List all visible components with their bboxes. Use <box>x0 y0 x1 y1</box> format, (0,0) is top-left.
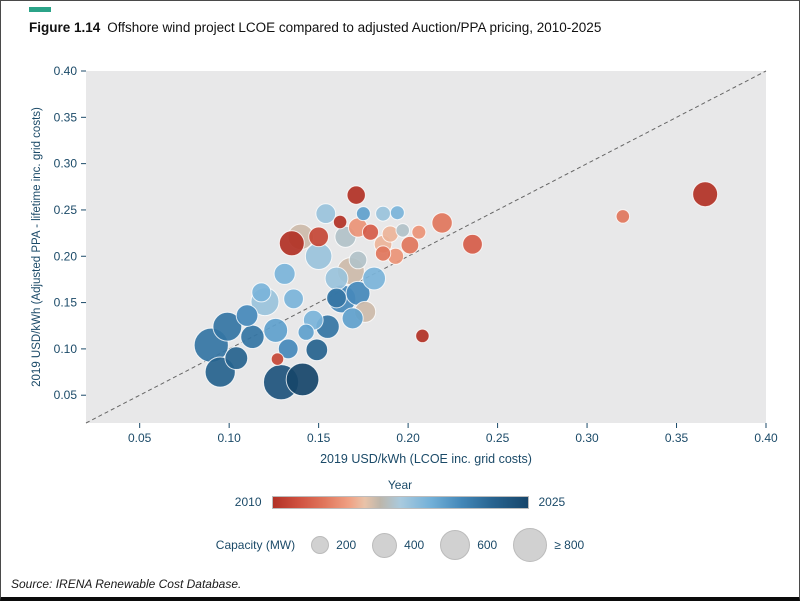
capacity-size-label: 600 <box>477 538 498 552</box>
data-point <box>270 352 285 366</box>
data-point <box>362 266 387 291</box>
data-point <box>411 224 427 240</box>
data-point <box>348 250 368 270</box>
data-point <box>374 245 392 262</box>
y-tick-label: 0.15 <box>54 296 78 310</box>
capacity-legend-item: ≥ 800 <box>513 528 584 562</box>
capacity-legend-item: 400 <box>372 532 425 558</box>
data-point <box>346 185 366 205</box>
scatter-plot: 0.05 0.10 0.15 0.20 0.25 0.30 0.35 0.40 0.05 0.10… <box>54 64 778 445</box>
capacity-legend-items: 200 400 600 ≥ 800 <box>311 528 584 562</box>
capacity-legend-label: Capacity (MW) <box>215 538 296 552</box>
y-tick-label: 0.05 <box>54 388 78 402</box>
x-axis-title: 2019 USD/kWh (LCOE inc. grid costs) <box>320 452 532 466</box>
data-point <box>361 223 380 241</box>
data-point <box>355 206 371 222</box>
data-point <box>315 203 337 225</box>
data-point <box>278 230 305 257</box>
capacity-circle-icon <box>372 532 398 558</box>
capacity-size-label: 200 <box>336 538 357 552</box>
data-point <box>297 323 315 341</box>
figure-caption: Figure 1.14 Offshore wind project LCOE co… <box>29 20 601 35</box>
figure-label: Figure 1.14 <box>29 20 101 35</box>
plot-area: 0.05 0.10 0.15 0.20 0.25 0.30 0.35 0.40 0.05 0.10… <box>54 64 778 445</box>
x-tick-label: 0.35 <box>665 431 689 445</box>
capacity-circle-icon <box>513 528 548 562</box>
accent-bar <box>29 7 51 12</box>
year-legend-title: Year <box>387 478 413 492</box>
y-tick-label: 0.30 <box>54 157 78 171</box>
data-point <box>326 287 347 309</box>
x-tick-label: 0.40 <box>754 431 778 445</box>
year-legend-max: 2025 <box>538 495 566 509</box>
data-point <box>389 205 405 221</box>
capacity-circle-icon <box>311 536 330 554</box>
data-point <box>251 282 272 303</box>
data-point <box>273 262 296 285</box>
data-point <box>277 338 299 360</box>
year-colorbar <box>271 495 529 509</box>
data-point <box>400 235 420 255</box>
y-tick-label: 0.20 <box>54 249 78 263</box>
y-tick-label: 0.10 <box>54 342 78 356</box>
capacity-size-label: ≥ 800 <box>554 538 585 552</box>
data-point <box>332 214 348 230</box>
x-tick-label: 0.30 <box>575 431 599 445</box>
x-tick-label: 0.20 <box>396 431 420 445</box>
y-axis-title: 2019 USD/kWh (Adjusted PPA - lifetime in… <box>31 107 43 387</box>
data-point <box>224 346 249 371</box>
data-point <box>615 209 631 224</box>
data-point <box>341 307 364 330</box>
x-tick-label: 0.15 <box>307 431 331 445</box>
capacity-legend: Capacity (MW) 200 400 600 ≥ 800 <box>1 525 799 565</box>
capacity-circle-icon <box>440 530 471 560</box>
data-point <box>462 233 483 255</box>
data-point <box>375 205 391 222</box>
data-point <box>308 226 330 248</box>
data-point <box>324 266 349 291</box>
x-tick-label: 0.25 <box>486 431 510 445</box>
figure-title: Offshore wind project LCOE compared to a… <box>107 20 602 35</box>
data-point <box>285 362 320 397</box>
x-tick-label: 0.10 <box>217 431 241 445</box>
capacity-legend-item: 600 <box>440 530 497 560</box>
y-tick-label: 0.40 <box>54 64 78 78</box>
data-point <box>283 288 304 310</box>
year-legend: 2010 2025 <box>1 495 799 509</box>
y-tick-label: 0.35 <box>54 110 78 124</box>
data-point <box>395 223 410 238</box>
capacity-size-label: 400 <box>404 538 425 552</box>
y-tick-label: 0.25 <box>54 203 78 217</box>
data-point <box>240 324 265 350</box>
capacity-legend-item: 200 <box>311 536 356 554</box>
x-tick-label: 0.05 <box>128 431 152 445</box>
data-point <box>235 304 259 327</box>
data-point <box>431 212 453 234</box>
data-point <box>263 317 289 343</box>
year-legend-min: 2010 <box>234 495 262 509</box>
identity-line <box>85 70 767 424</box>
data-point <box>305 338 329 362</box>
data-point <box>212 311 243 342</box>
data-point <box>415 328 430 344</box>
data-point <box>692 181 719 208</box>
source-line: Source: IRENA Renewable Cost Database. <box>11 577 242 591</box>
